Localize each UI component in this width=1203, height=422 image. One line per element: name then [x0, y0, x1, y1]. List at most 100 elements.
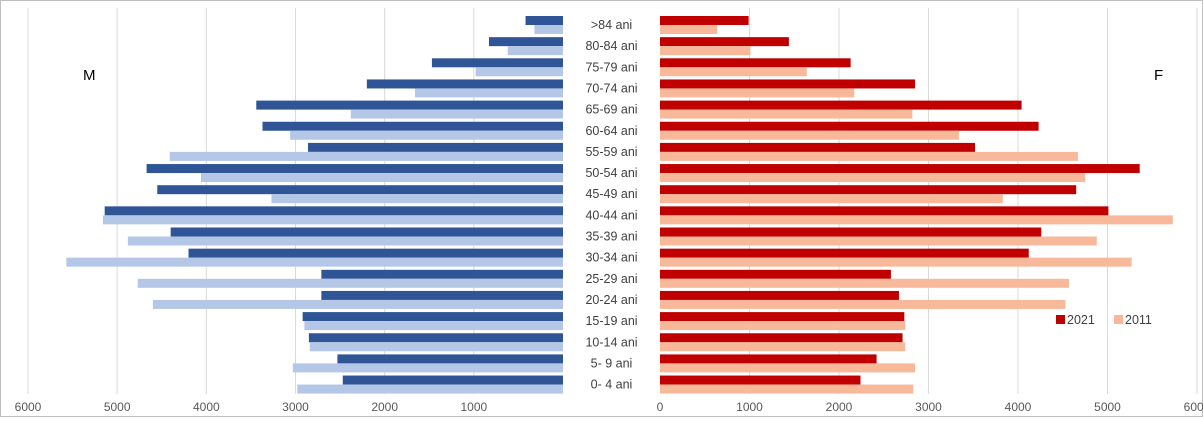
bar-f-2011 [660, 321, 906, 331]
bar-m-2021 [342, 375, 563, 385]
bar-m-2011 [290, 130, 563, 140]
age-group-label: 35-39 ani [585, 230, 637, 244]
bar-m-2011 [271, 194, 563, 204]
bar-f-2021 [660, 121, 1039, 131]
left-side-label: M [83, 67, 96, 84]
age-group-label: 5- 9 ani [591, 356, 633, 370]
bar-f-2011 [660, 257, 1132, 267]
bar-m-2011 [200, 173, 563, 183]
right-tick-label: 5000 [1094, 400, 1121, 414]
bar-f-2011 [660, 67, 807, 77]
age-group-label: >84 ani [591, 18, 632, 32]
right-tick-label: 2000 [826, 400, 853, 414]
bar-m-2021 [307, 142, 563, 152]
legend-swatch-2011 [1114, 315, 1123, 324]
bar-m-2011 [304, 321, 563, 331]
bar-m-2011 [127, 236, 563, 246]
bar-f-2021 [660, 248, 1029, 258]
bar-f-2021 [660, 37, 789, 47]
right-tick-label: 3000 [915, 400, 942, 414]
bar-f-2011 [660, 384, 914, 394]
bar-m-2011 [414, 88, 563, 98]
bar-f-2011 [660, 109, 913, 119]
right-tick-label: 0 [657, 400, 664, 414]
bar-m-2021 [525, 16, 563, 25]
age-group-label: 10-14 ani [585, 335, 637, 349]
bar-m-2011 [297, 384, 563, 394]
bar-f-2011 [660, 46, 751, 56]
age-group-label: 20-24 ani [585, 293, 637, 307]
bar-f-2011 [660, 342, 906, 352]
bar-m-2011 [507, 46, 563, 56]
bar-f-2021 [660, 227, 1042, 237]
legend: 2021 2011 [1056, 313, 1152, 327]
bar-f-2021 [660, 142, 976, 152]
bar-f-2011 [660, 194, 1003, 204]
right-tick-label: 4000 [1005, 400, 1032, 414]
bar-f-2011 [660, 299, 1066, 309]
bar-m-2021 [488, 37, 563, 47]
right-tick-label: 1000 [736, 400, 763, 414]
bar-m-2021 [170, 227, 563, 237]
age-group-label: 50-54 ani [585, 166, 637, 180]
bar-m-2021 [104, 206, 563, 216]
category-labels: >84 ani 80-84 ani 75-79 ani 70-74 ani 65-69 … [585, 18, 637, 392]
left-tick-label: 6000 [15, 400, 42, 414]
bar-f-2011 [660, 215, 1173, 225]
age-group-label: 0- 4 ani [591, 378, 633, 392]
age-group-label: 25-29 ani [585, 272, 637, 286]
bar-f-2021 [660, 100, 1022, 110]
bar-f-2021 [660, 269, 891, 279]
bar-m-2011 [66, 257, 563, 267]
bar-f-2011 [660, 363, 916, 373]
left-tick-label: 2000 [371, 400, 398, 414]
bar-m-2011 [350, 109, 563, 119]
bar-f-2021 [660, 206, 1109, 216]
bar-m-2011 [534, 25, 563, 34]
bar-m-2021 [262, 121, 563, 131]
bar-m-2011 [309, 342, 563, 352]
bar-m-2021 [321, 269, 563, 279]
age-group-label: 45-49 ani [585, 187, 637, 201]
right-side-label: F [1154, 67, 1163, 84]
bars [66, 16, 1173, 394]
bar-f-2021 [660, 185, 1077, 195]
axis-ticks: 6000 5000 4000 3000 2000 1000 0 1000 2000 3000 400… [15, 400, 1203, 414]
bar-f-2021 [660, 79, 916, 89]
age-group-label: 80-84 ani [585, 39, 637, 53]
bar-f-2021 [660, 312, 905, 322]
bar-m-2021 [366, 79, 563, 89]
age-group-label: 65-69 ani [585, 103, 637, 117]
bar-m-2021 [321, 290, 563, 300]
bar-m-2021 [188, 248, 563, 258]
bar-f-2011 [660, 173, 1086, 183]
age-group-label: 75-79 ani [585, 60, 637, 74]
bar-m-2021 [302, 312, 563, 322]
bar-m-2021 [157, 185, 563, 195]
bar-m-2021 [256, 100, 563, 110]
bar-f-2011 [660, 88, 855, 98]
legend-swatch-2021 [1056, 315, 1065, 324]
age-group-label: 60-64 ani [585, 124, 637, 138]
bar-f-2021 [660, 164, 1140, 174]
right-tick-label: 6000 [1184, 400, 1203, 414]
bar-m-2021 [431, 58, 563, 68]
age-group-label: 15-19 ani [585, 314, 637, 328]
bar-m-2011 [292, 363, 563, 373]
bar-m-2021 [146, 164, 563, 174]
age-group-label: 40-44 ani [585, 208, 637, 222]
bar-f-2011 [660, 278, 1070, 288]
bar-f-2021 [660, 333, 903, 343]
bar-f-2011 [660, 130, 959, 140]
age-group-label: 30-34 ani [585, 251, 637, 265]
legend-label-2021: 2021 [1067, 313, 1095, 327]
bar-f-2021 [660, 375, 861, 385]
bar-f-2011 [660, 25, 718, 34]
bar-m-2011 [475, 67, 563, 77]
bar-m-2011 [169, 151, 563, 161]
bar-f-2011 [660, 236, 1097, 246]
left-tick-label: 4000 [193, 400, 220, 414]
left-tick-label: 5000 [104, 400, 131, 414]
bar-f-2021 [660, 290, 899, 300]
